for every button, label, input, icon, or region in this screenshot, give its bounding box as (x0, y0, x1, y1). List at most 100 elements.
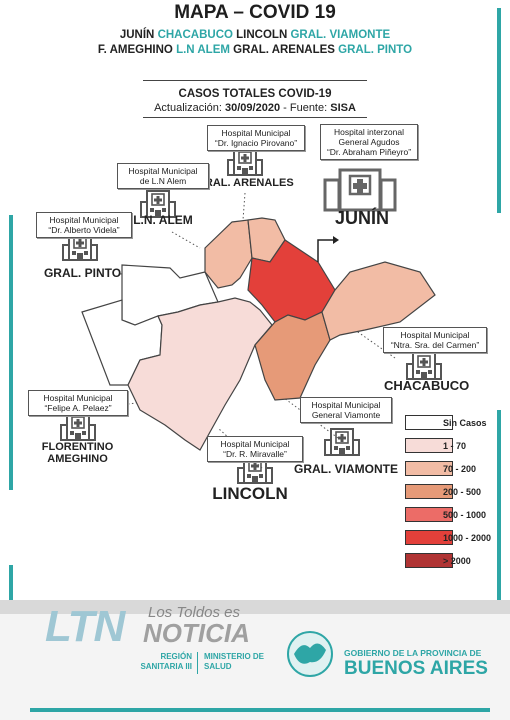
city-label-alem: L.N. ALEM (133, 213, 193, 227)
arrow-icon (317, 239, 335, 262)
legend-swatch (405, 530, 453, 545)
hospital-name: “Ntra. Sra. del Carmen” (390, 340, 480, 350)
hospital-icon (324, 428, 360, 456)
frame-bar-bottom-right (497, 410, 501, 600)
legend-swatch (405, 484, 453, 499)
region-chacabuco (321, 261, 436, 341)
municipality-name: F. AMEGHINO (97, 44, 173, 56)
municipality-name: GRAL. PINTO (338, 44, 413, 56)
hospital-label-alem: Hospital Municipal de L.N Alem (117, 163, 209, 189)
legend-label: 1000 - 2000 (443, 533, 492, 543)
legend-swatch (405, 553, 453, 568)
region-general-viamonte (254, 311, 331, 401)
region-lincoln (127, 297, 273, 451)
source-prefix: - Fuente: (283, 102, 328, 114)
ministry-line: MINISTERIO DE (204, 652, 265, 661)
brand-script: Los Toldos es (148, 604, 241, 621)
hospital-label-junin: Hospital interzonal General Agudos “Dr. … (320, 124, 418, 160)
divider (143, 80, 367, 81)
region-line: REGIÓN (160, 652, 192, 661)
municipalities-line-1: JUNÍN CHACABUCO LINCOLN GRAL. VIAMONTE (0, 29, 510, 41)
hospital-label-ameghino: Hospital Municipal “Felipe A. Pelaez” (28, 390, 128, 416)
cases-subtitle: CASOS TOTALES COVID-19 (178, 88, 332, 100)
region-label: REGIÓN SANITARIA III (130, 652, 192, 672)
hospital-type: Hospital Municipal (49, 215, 119, 225)
ltn-logo: LTN (45, 602, 125, 651)
hospital-label-viamonte: Hospital Municipal General Viamonte (300, 397, 392, 423)
update-line: Actualización: 30/09/2020 - Fuente: SISA (0, 102, 510, 114)
hospital-type: Hospital Municipal (400, 330, 470, 340)
legend-label: > 2000 (443, 556, 471, 566)
frame-bar-bottom-left (9, 565, 13, 600)
hospital-type: Hospital Municipal (311, 400, 381, 410)
hospital-type: Hospital Municipal (220, 439, 290, 449)
map-legend: Sin Casos 1 - 70 70 - 200 200 - 500 500 … (405, 415, 505, 590)
legend-swatch (405, 461, 453, 476)
hospital-type: Hospital Municipal (128, 166, 198, 176)
frame-bar-left (9, 215, 13, 490)
hospital-name: “Dr. R. Miravalle” (223, 449, 287, 459)
city-label-ameghino: FLORENTINO AMEGHINO (30, 441, 125, 465)
legend-swatch (405, 438, 453, 453)
municipalities-line-2: F. AMEGHINO L.N ALEM GRAL. ARENALES GRAL… (0, 44, 510, 56)
municipality-name: L.N ALEM (176, 44, 230, 56)
municipality-name: GRAL. VIAMONTE (290, 29, 391, 41)
frame-bar-top-right (497, 8, 501, 213)
footer: LTN Los Toldos es NOTICIA REGIÓN SANITAR… (0, 600, 510, 720)
city-label-junin: JUNÍN (334, 208, 389, 228)
gov-line-1: GOBIERNO DE LA PROVINCIA DE (344, 648, 482, 658)
brand-name: NOTICIA (143, 618, 250, 648)
hospital-icon (406, 352, 442, 380)
hospital-icon (227, 148, 263, 176)
municipality-name: GRAL. ARENALES (233, 44, 335, 56)
municipality-name: CHACABUCO (157, 29, 233, 41)
legend-label: 70 - 200 (443, 464, 477, 474)
ministry-line: SALUD (204, 662, 232, 671)
legend-swatch (405, 415, 453, 430)
update-date: 30/09/2020 (225, 102, 281, 114)
hospital-type: Hospital Municipal (221, 128, 291, 138)
hospital-label-chacabuco: Hospital Municipal “Ntra. Sra. del Carme… (383, 327, 487, 353)
footer-divider (197, 652, 198, 674)
legend-label: 500 - 1000 (443, 510, 487, 520)
source-name: SISA (330, 102, 356, 114)
city-label-chacabuco: CHACABUCO (384, 378, 470, 393)
city-label-pinto: GRAL. PINTO (43, 266, 122, 280)
hospital-type: Hospital Municipal (43, 393, 113, 403)
hospital-type: Hospital interzonal (334, 127, 404, 137)
hospital-name: “Felipe A. Pelaez” (44, 403, 112, 413)
hospital-icon (60, 413, 96, 441)
hospital-name: “Dr. Abraham Piñeyro” (326, 147, 412, 157)
hospital-label-arenales: Hospital Municipal “Dr. Ignacio Pirovano… (207, 125, 305, 151)
municipality-name: LINCOLN (236, 29, 288, 41)
city-label-arenales: GRAL. ARENALES (196, 177, 294, 189)
gov-line-2: BUENOS AIRES (344, 658, 488, 679)
hospital-name: General Viamonte (311, 410, 381, 420)
divider (143, 117, 367, 118)
legend-label: Sin Casos (443, 418, 487, 428)
city-name: FLORENTINO (41, 441, 114, 453)
hospital-building-icon (323, 168, 397, 212)
municipality-name: JUNÍN (119, 29, 155, 41)
hospital-label-lincoln: Hospital Municipal “Dr. R. Miravalle” (207, 436, 303, 462)
hospital-label-pinto: Hospital Municipal “Dr. Alberto Videla” (36, 212, 132, 238)
footer-line (30, 708, 490, 712)
region-line: SANITARIA III (140, 662, 192, 671)
hospital-name: “Dr. Alberto Videla” (48, 225, 120, 235)
footer-band (0, 600, 510, 614)
update-prefix: Actualización: (154, 102, 222, 114)
hospital-name: de L.N Alem (139, 176, 187, 186)
city-name: AMEGHINO (47, 453, 108, 465)
ministry-label: MINISTERIO DE SALUD (204, 652, 274, 672)
hospital-name: “Dr. Ignacio Pirovano” (214, 138, 298, 148)
page-title: MAPA – COVID 19 (174, 2, 336, 23)
province-emblem-icon (287, 631, 333, 677)
region-leandro-n-alem (204, 219, 253, 289)
city-label-lincoln: LINCOLN (212, 484, 288, 503)
legend-swatch (405, 507, 453, 522)
legend-label: 1 - 70 (443, 441, 467, 451)
hospital-name: General Agudos (338, 137, 400, 147)
legend-label: 200 - 500 (443, 487, 482, 497)
city-label-viamonte: GRAL. VIAMONTE (294, 462, 398, 476)
